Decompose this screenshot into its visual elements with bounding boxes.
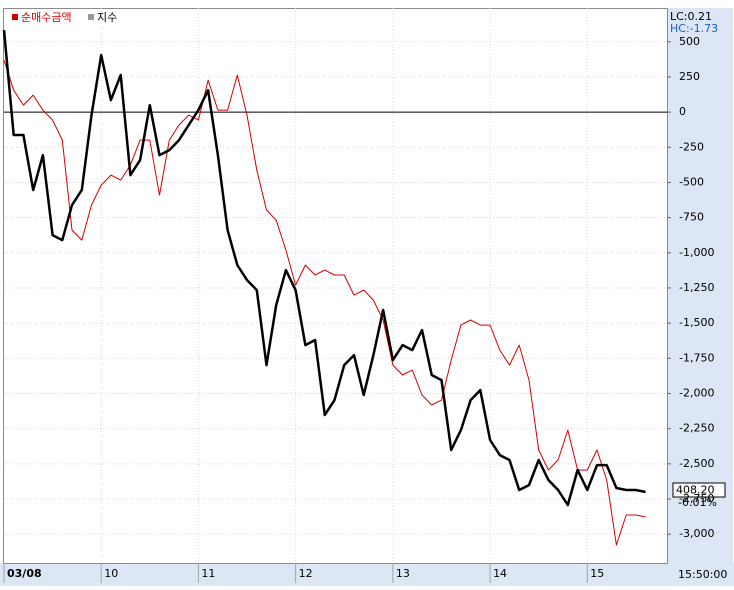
last-value: 408.20 [676,484,715,497]
x-tick-label: 12 [299,567,313,580]
y-tick-label: -1,500 [679,316,714,329]
change-label: -0.01% [678,496,717,509]
y-tick-label: -2,500 [679,457,714,470]
legend-label: 순매수금액 [21,11,72,24]
bottom-axis-panel [0,563,734,586]
y-tick-label: -750 [679,211,704,224]
x-tick-label: 13 [396,567,410,580]
series-line [3,60,646,546]
y-tick-label: -2,750 [679,492,714,505]
y-tick-label: -500 [679,175,704,188]
y-tick-label: -1,250 [679,281,714,294]
right-axis-panel [667,8,733,563]
y-tick-label: 500 [679,35,700,48]
x-tick-label: 10 [104,567,118,580]
y-tick-label: 0 [679,105,686,118]
legend-swatch [88,14,94,20]
series-line [2,29,646,507]
hc-label: HC:-1.73 [670,22,718,35]
y-tick-label: 250 [679,70,700,83]
y-tick-label: -2,250 [679,422,714,435]
y-tick-label: -1,750 [679,351,714,364]
lc-label: LC:0.21 [670,10,712,23]
x-tick-label: 11 [201,567,215,580]
y-tick-label: -250 [679,140,704,153]
legend-swatch [12,14,18,20]
x-tick-label: 03/08 [7,567,42,580]
y-tick-label: -1,000 [679,246,714,259]
y-tick-label: -2,000 [679,386,714,399]
x-tick-label: 15 [590,567,604,580]
time-label: 15:50:00 [678,568,727,581]
legend-label: 지수 [97,11,117,24]
y-tick-label: -3,000 [679,527,714,540]
x-tick-label: 14 [493,567,507,580]
plot-frame [3,8,668,564]
last-value-box [672,482,726,498]
